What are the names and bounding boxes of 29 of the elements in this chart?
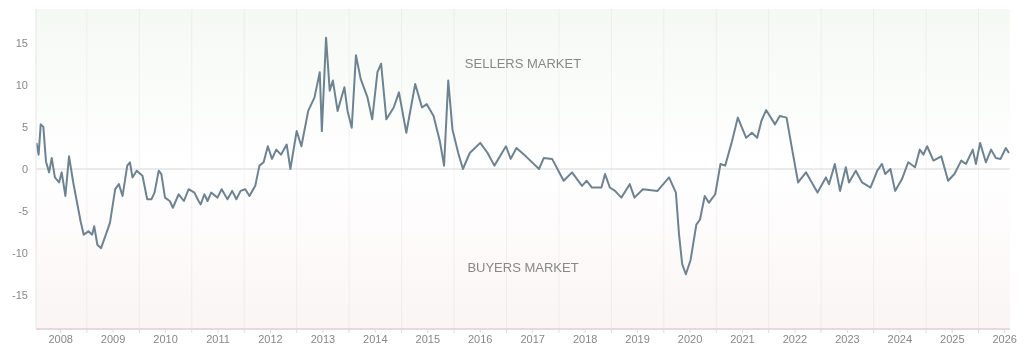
x-tick-label: 2022 [782,332,808,345]
x-tick-label: 2014 [363,332,388,345]
x-tick-label: 2011 [206,332,230,345]
x-tick-label: 2024 [887,332,913,345]
y-tick-label: -5 [18,205,28,218]
x-tick-label: 2009 [100,332,126,345]
x-tick-label: 2016 [468,332,493,345]
y-tick-label: -15 [12,289,28,302]
band-label: SELLERS MARKET [464,56,582,72]
x-tick-label: 2026 [992,332,1017,345]
y-tick-label: 5 [21,120,28,133]
x-tick-label: 2017 [520,332,545,345]
y-tick-label: 15 [15,36,28,49]
x-tick-label: 2020 [677,332,703,345]
x-tick-label: 2008 [48,332,73,345]
x-tick-label: 2025 [940,332,965,345]
x-tick-label: 2019 [625,332,650,345]
band-label: BUYERS MARKET [467,260,579,275]
x-tick-label: 2013 [310,332,336,345]
x-tick-label: 2018 [572,332,598,345]
y-tick-label: 10 [15,78,28,91]
x-tick-label: 2015 [415,332,441,345]
line-series [36,36,1010,276]
x-tick-label: 2023 [835,332,860,345]
y-tick-label: 0 [21,162,28,175]
x-tick-label: 2010 [153,332,178,345]
x-tick-label: 2012 [258,332,283,345]
x-tick-label: 2021 [730,332,755,345]
y-tick-label: -10 [12,247,28,260]
